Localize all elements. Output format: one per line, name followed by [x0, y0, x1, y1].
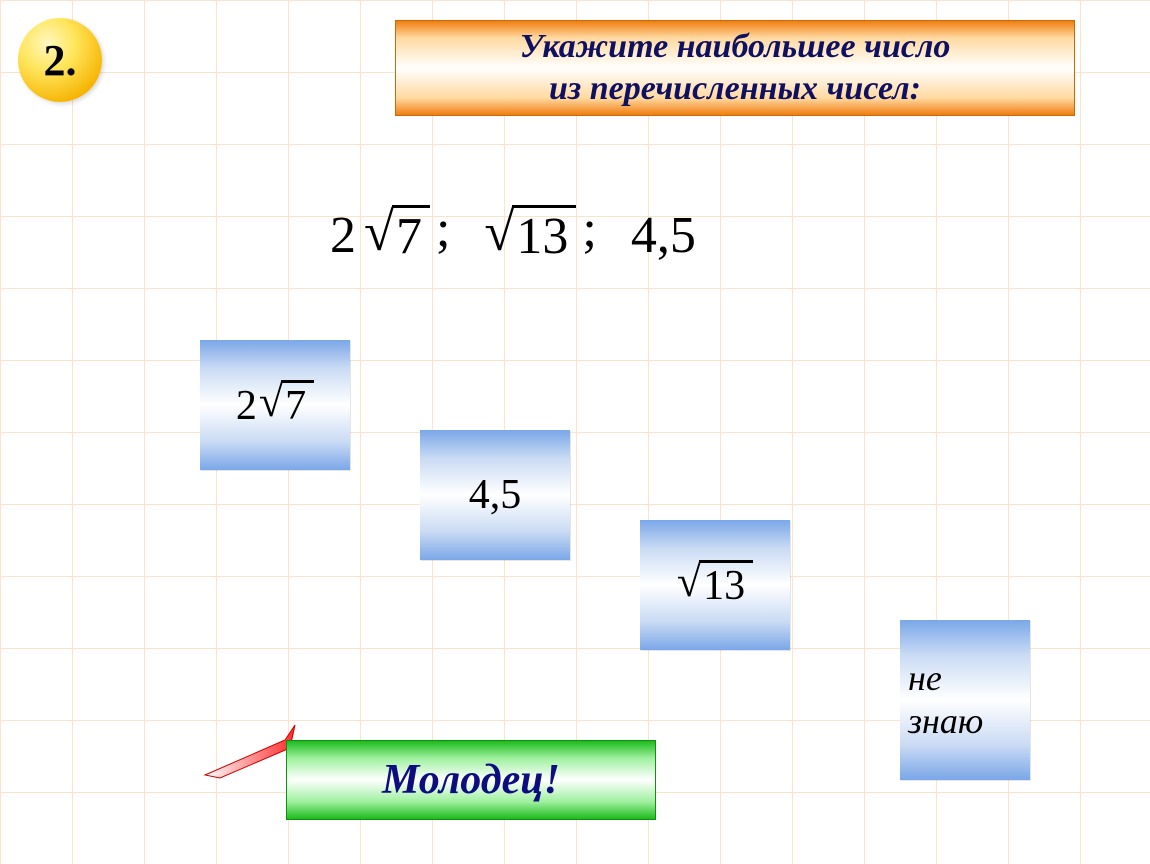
radical-icon: √ — [677, 560, 701, 604]
answer-1-coef: 2 — [236, 382, 257, 430]
answer-2-text: 4,5 — [469, 471, 522, 519]
expr-sep-2: ; — [582, 200, 596, 259]
answer-3-radicand: 13 — [699, 560, 753, 609]
answer-option-1[interactable]: 2 √ 7 — [200, 340, 350, 470]
radical-icon: √ — [484, 205, 514, 260]
answer-1-radicand: 7 — [281, 380, 314, 429]
expression-row: 2 √ 7 ; √ 13 ; 4,5 — [330, 200, 696, 265]
feedback-text: Молодец! — [382, 756, 560, 804]
answer-3-sqrt: √ 13 — [677, 560, 753, 609]
answer-1-sqrt: √ 7 — [259, 380, 314, 429]
feedback-banner: Молодец! — [286, 740, 656, 820]
radical-icon: √ — [364, 205, 394, 260]
expr-sep-1: ; — [436, 200, 450, 259]
answer-option-4[interactable]: не знаю — [900, 620, 1030, 780]
expr-1-coef: 2 — [330, 206, 356, 265]
question-number: 2. — [44, 35, 77, 86]
expr-2-sqrt: √ 13 — [484, 205, 576, 265]
question-title-text: Укажите наибольшее число из перечисленны… — [520, 26, 951, 111]
question-title: Укажите наибольшее число из перечисленны… — [395, 20, 1075, 116]
answer-option-3[interactable]: √ 13 — [640, 520, 790, 650]
expr-1-sqrt: √ 7 — [364, 205, 430, 265]
question-number-badge: 2. — [18, 18, 102, 102]
expr-3-text: 4,5 — [631, 206, 696, 265]
answer-4-text: не знаю — [908, 657, 983, 743]
answer-option-2[interactable]: 4,5 — [420, 430, 570, 560]
expr-2-radicand: 13 — [512, 205, 576, 265]
expr-1-radicand: 7 — [392, 205, 430, 265]
radical-icon: √ — [259, 380, 283, 424]
